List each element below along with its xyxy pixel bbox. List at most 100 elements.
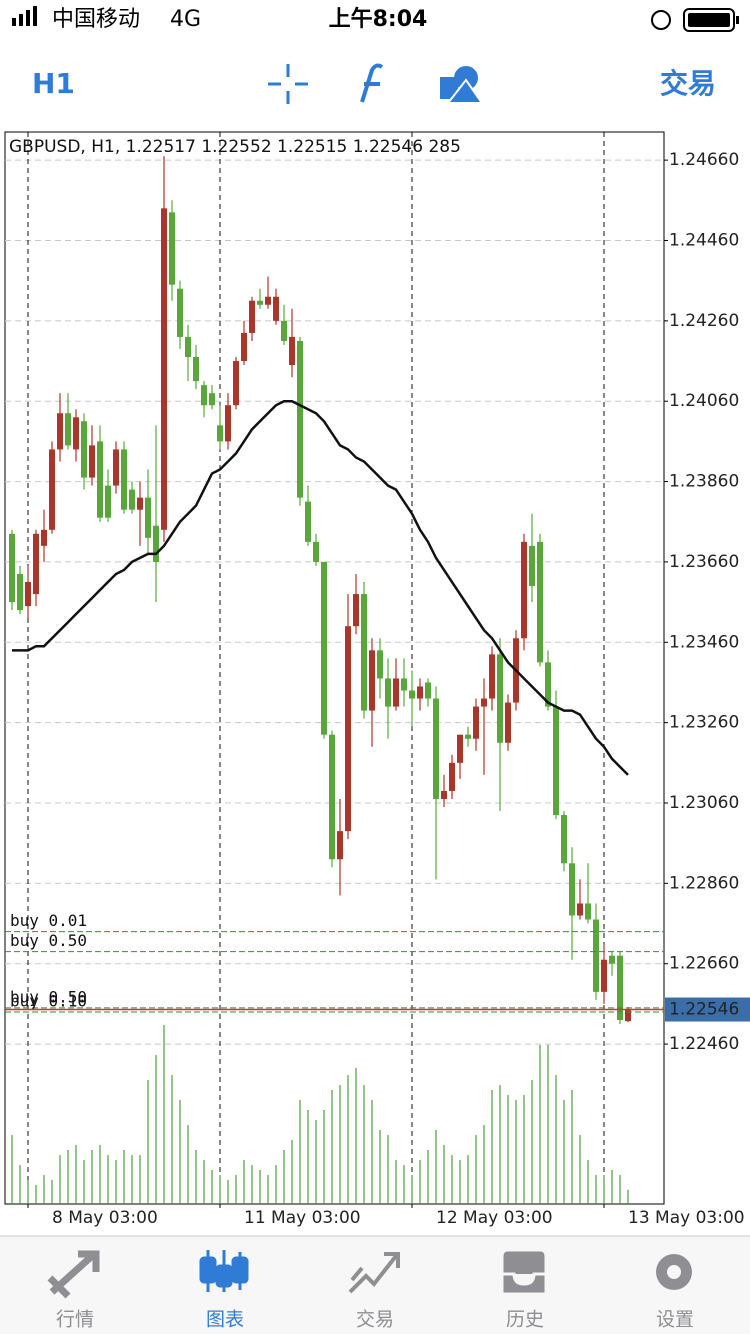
candle-body: [401, 678, 407, 691]
candle-body: [73, 417, 79, 450]
candle-body: [17, 573, 23, 611]
status-bar: 中国移动 4G 上午8:04: [12, 6, 739, 32]
candle-body: [249, 300, 255, 333]
order-label: buy 0.01: [10, 911, 87, 930]
candle-body: [217, 425, 223, 442]
candle-body: [105, 485, 111, 518]
x-tick-label: 8 May 03:00: [52, 1208, 158, 1228]
candle-body: [561, 815, 567, 864]
indicators-button[interactable]: [360, 63, 384, 103]
candle-body: [97, 441, 103, 518]
candle-body: [385, 678, 391, 707]
candle-body: [313, 541, 319, 562]
candle-body: [345, 626, 351, 832]
candle-body: [257, 300, 263, 305]
candle-body: [337, 831, 343, 860]
moving-average: [12, 399, 629, 776]
x-tick-label: 13 May 03:00: [628, 1208, 745, 1228]
candle-body: [201, 385, 207, 406]
y-tick-label: 1.24060: [669, 391, 739, 411]
candle-body: [129, 489, 135, 510]
candle-body: [529, 545, 535, 587]
candle-body: [377, 650, 383, 679]
candle-body: [89, 445, 95, 478]
y-tick-label: 1.24660: [669, 150, 739, 170]
candle-body: [457, 734, 463, 763]
tab-label[interactable]: 图表: [206, 1309, 244, 1331]
crosshair-button[interactable]: [268, 64, 308, 104]
tab-label[interactable]: 行情: [56, 1309, 94, 1331]
candle-body: [577, 903, 583, 916]
timeframe-button[interactable]: H1: [32, 67, 75, 100]
price-label-box: [665, 997, 750, 1022]
candle-body: [41, 529, 47, 546]
candle-body: [425, 682, 431, 699]
candle-body: [209, 393, 215, 406]
network: 4G: [170, 7, 201, 32]
candle-body: [497, 654, 503, 743]
candle-body: [145, 497, 151, 538]
price-label: 1.22546: [669, 1000, 739, 1020]
y-tick-label: 1.24260: [669, 311, 739, 331]
candle-body: [153, 525, 159, 562]
candle-body: [609, 955, 615, 964]
tab-label[interactable]: 设置: [656, 1309, 694, 1331]
order-label: buy 0.50: [10, 931, 87, 950]
candle-body: [601, 959, 607, 992]
candle-body: [433, 698, 439, 799]
objects-button[interactable]: [440, 66, 484, 104]
tabs: 行情 图表 交易 历史 设置: [47, 1248, 694, 1331]
candle-body: [241, 332, 247, 362]
trade-button[interactable]: 交易: [660, 67, 716, 100]
toolbar: H1 交易: [32, 63, 716, 104]
clock: 上午8:04: [329, 6, 428, 32]
candle-body: [33, 533, 39, 595]
y-tick-label: 1.23860: [669, 472, 739, 492]
candle-body: [297, 340, 303, 498]
candle-body: [25, 582, 31, 607]
order-label: buy 0.10: [10, 991, 87, 1010]
tab-label[interactable]: 交易: [356, 1309, 394, 1331]
candle-body: [9, 533, 15, 603]
candle-body: [569, 863, 575, 916]
candle-body: [593, 919, 599, 992]
candle-body: [353, 594, 359, 627]
candle-body: [481, 698, 487, 707]
candle-body: [545, 662, 551, 707]
candle-body: [625, 1009, 631, 1022]
y-tick-label: 1.23460: [669, 632, 739, 652]
candle-body: [57, 413, 63, 450]
candle-body: [321, 561, 327, 735]
candle-body: [289, 336, 295, 366]
candle-body: [161, 208, 167, 530]
candle-body: [617, 955, 623, 1020]
candle-body: [265, 296, 271, 305]
candle-body: [49, 449, 55, 530]
candle-body: [137, 497, 143, 510]
candle-body: [233, 361, 239, 406]
chart-frame: [4, 131, 665, 1205]
candle-body: [81, 421, 87, 478]
candle-body: [505, 702, 511, 743]
candle-body: [473, 706, 479, 739]
carrier: 中国移动: [52, 7, 140, 32]
candle-body: [225, 405, 231, 442]
candle-body: [177, 288, 183, 337]
candle-body: [193, 357, 199, 382]
y-tick-label: 1.22860: [669, 873, 739, 893]
candle-body: [281, 320, 287, 341]
candle-body: [169, 212, 175, 285]
y-tick-label: 1.23260: [669, 713, 739, 733]
candle-body: [489, 654, 495, 699]
candle-body: [273, 296, 279, 321]
y-tick-label: 1.24460: [669, 230, 739, 250]
symbol-info: GBPUSD, H1, 1.22517 1.22552 1.22515 1.22…: [9, 137, 461, 157]
candle-body: [449, 762, 455, 791]
candle-body: [185, 336, 191, 358]
x-tick-label: 11 May 03:00: [244, 1208, 361, 1228]
candle-body: [393, 678, 399, 707]
y-tick-label: 1.23660: [669, 552, 739, 572]
tab-label[interactable]: 历史: [506, 1309, 544, 1331]
candle-body: [305, 501, 311, 542]
